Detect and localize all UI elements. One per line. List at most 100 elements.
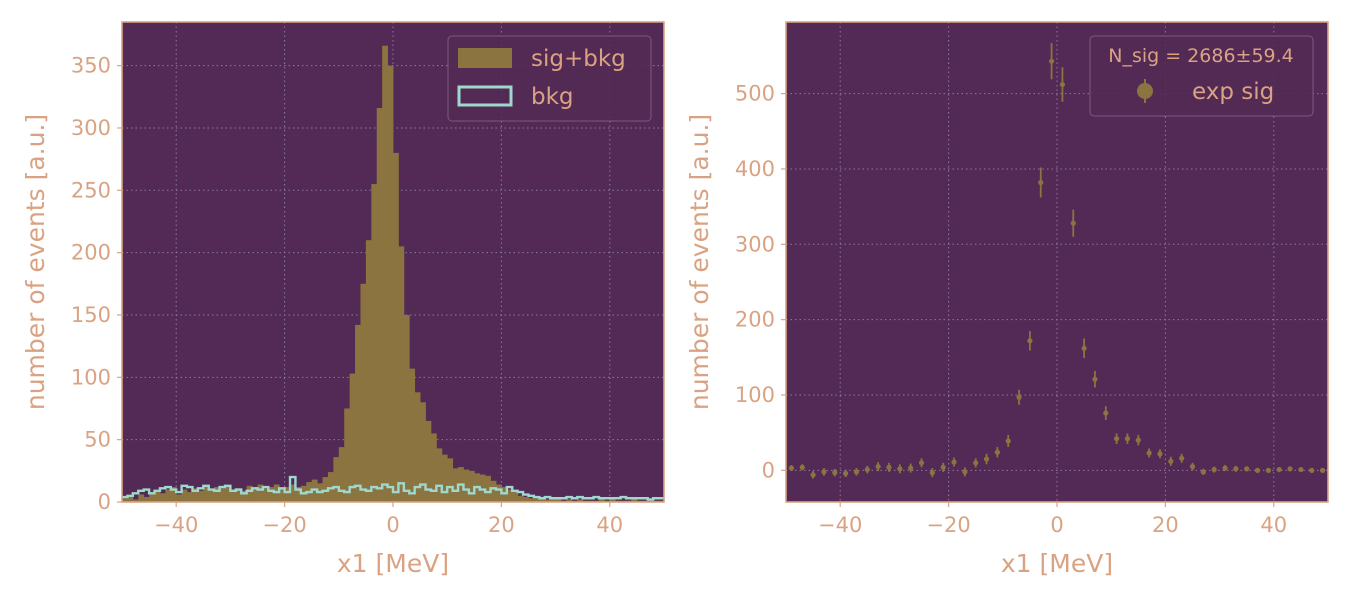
histogram-bar [382, 45, 388, 502]
data-point [832, 470, 838, 476]
data-point [1319, 467, 1326, 473]
histogram-bar [203, 485, 210, 502]
histogram-bar [230, 489, 237, 502]
histogram-bar [138, 494, 145, 502]
histogram-bar [479, 474, 486, 502]
data-point [1005, 438, 1011, 444]
histogram-bar [273, 484, 280, 502]
histogram-bar [598, 499, 605, 502]
legend-label-bkg: bkg [531, 84, 574, 110]
histogram-bar [235, 488, 242, 502]
data-point [843, 470, 849, 476]
histogram-bar [219, 488, 226, 502]
histogram-bar [533, 498, 540, 502]
histogram-bar [436, 448, 443, 502]
histogram-bar [327, 472, 334, 502]
x-tick-label: −40 [154, 513, 198, 537]
histogram-bar [376, 108, 383, 502]
data-point [1038, 179, 1044, 186]
legend-label-sig: sig+bkg [531, 46, 626, 72]
data-point [1135, 437, 1141, 443]
histogram-bar [132, 499, 139, 502]
legend-swatch-sig [458, 48, 512, 68]
histogram-bar [197, 490, 204, 502]
histogram-bar [149, 492, 155, 502]
data-point [1103, 410, 1109, 416]
histogram-bar [365, 240, 372, 502]
histogram-bar [420, 402, 426, 502]
data-point [810, 472, 816, 478]
histogram-bar [403, 314, 410, 502]
y-tick-label: 350 [71, 54, 111, 78]
histogram-bar [387, 65, 394, 502]
histogram-bar [154, 490, 161, 502]
data-point [929, 470, 935, 476]
histogram-bar [349, 373, 356, 502]
y-tick-label: 200 [735, 308, 775, 332]
histogram-bar [398, 246, 405, 502]
legend-swatch-bkg [457, 85, 513, 107]
data-point [1027, 338, 1033, 344]
histogram-bar [322, 477, 329, 502]
histogram-bar [187, 492, 193, 502]
data-point [1244, 466, 1250, 472]
histogram-bar [501, 487, 508, 502]
x-tick-label: 0 [386, 513, 399, 537]
histogram-bar [425, 420, 432, 502]
data-point [1157, 451, 1163, 457]
data-point [973, 460, 979, 466]
plot-content [122, 45, 664, 502]
histogram-bar [490, 480, 497, 502]
y-tick-label: 150 [71, 303, 111, 327]
data-point [1048, 58, 1055, 64]
histogram-bar [528, 498, 535, 502]
x-tick-label: −40 [818, 513, 862, 537]
data-point [799, 464, 805, 470]
histogram-bar [566, 499, 573, 502]
histogram-panel: −40 −20 0 20 40 0 50 100 150 200 250 300 350 x1 [MeV]… [21, 21, 665, 578]
histogram-bar [122, 498, 128, 502]
data-point [853, 469, 860, 475]
legend-marker [1137, 83, 1153, 99]
histogram-bar [284, 487, 291, 502]
data-point [1146, 450, 1152, 456]
x-tick-label: −20 [262, 513, 306, 537]
data-point [1179, 455, 1185, 461]
histogram-bar [430, 433, 437, 502]
bkg-step-line [122, 475, 664, 501]
histogram-bar [355, 324, 361, 502]
histogram-bar [333, 457, 340, 502]
histogram-bar [268, 487, 275, 502]
histogram-bar [241, 490, 248, 502]
histogram-bar [485, 475, 491, 502]
data-point [940, 464, 946, 470]
data-point [962, 469, 968, 475]
x-tick-label: 20 [488, 513, 515, 537]
histogram-bar [311, 479, 318, 502]
data-point [1081, 345, 1087, 351]
y-tick-label: 250 [71, 178, 111, 202]
histogram-bar [414, 392, 421, 502]
histogram-bar [127, 495, 134, 502]
histogram-bar [170, 487, 177, 502]
y-axis-label: number of events [a.u.] [685, 114, 714, 410]
x-tick-label: 20 [1152, 513, 1179, 537]
y-tick-label: 400 [735, 157, 775, 181]
histogram-bar [360, 283, 367, 502]
histogram-bar [463, 469, 470, 502]
x-tick-label: 40 [1260, 513, 1287, 537]
x-tick-label: 0 [1050, 513, 1063, 537]
histogram-bar [181, 489, 188, 502]
x-axis-label: x1 [MeV] [1001, 549, 1113, 578]
histogram-bar [577, 499, 584, 502]
histogram-bar [647, 499, 654, 502]
histogram-bar [295, 487, 302, 502]
histogram-bar [550, 499, 556, 502]
histogram-bar [409, 368, 416, 502]
data-point [1016, 394, 1022, 400]
data-point [1070, 220, 1076, 226]
data-point [1211, 466, 1217, 473]
plot-content [788, 43, 1326, 479]
